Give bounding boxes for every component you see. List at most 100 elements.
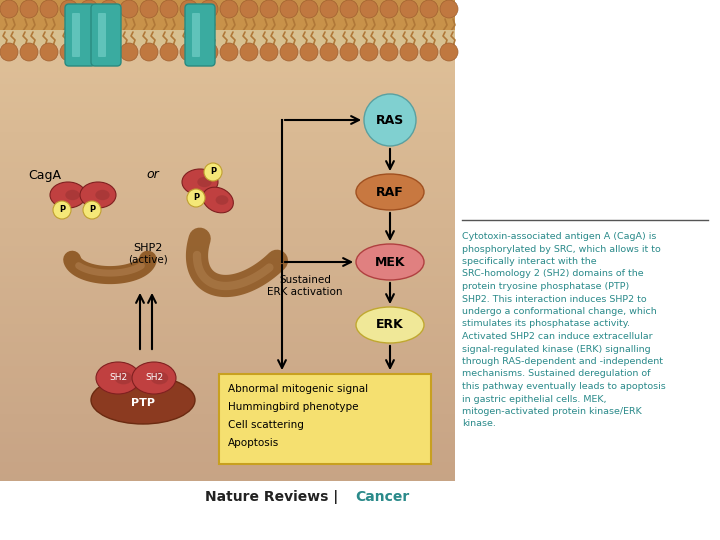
- Circle shape: [180, 0, 198, 18]
- Bar: [0, 54, 455, 61]
- Circle shape: [204, 163, 222, 181]
- Text: SH2: SH2: [109, 374, 127, 382]
- Text: (active): (active): [128, 255, 168, 265]
- Circle shape: [83, 201, 101, 219]
- FancyBboxPatch shape: [91, 4, 121, 66]
- Bar: [0, 312, 455, 319]
- Circle shape: [400, 0, 418, 18]
- Bar: [0, 192, 455, 199]
- Bar: [0, 0, 455, 34]
- Ellipse shape: [150, 372, 168, 384]
- Text: Cancer: Cancer: [355, 490, 409, 504]
- Circle shape: [220, 0, 238, 18]
- Bar: [0, 348, 455, 355]
- FancyBboxPatch shape: [192, 13, 200, 57]
- Circle shape: [240, 43, 258, 61]
- Circle shape: [80, 0, 98, 18]
- Bar: [0, 198, 455, 205]
- Ellipse shape: [132, 362, 176, 394]
- Bar: [0, 228, 455, 235]
- Bar: [0, 222, 455, 229]
- Text: or: or: [147, 168, 159, 181]
- Bar: [0, 282, 455, 289]
- Ellipse shape: [96, 362, 140, 394]
- Circle shape: [60, 43, 78, 61]
- Bar: [0, 210, 455, 217]
- Ellipse shape: [114, 372, 132, 384]
- Circle shape: [260, 0, 278, 18]
- Bar: [0, 114, 455, 121]
- Bar: [0, 456, 455, 463]
- Bar: [0, 24, 455, 31]
- Bar: [0, 90, 455, 97]
- Circle shape: [340, 0, 358, 18]
- Bar: [0, 162, 455, 169]
- Bar: [0, 264, 455, 271]
- Circle shape: [40, 43, 58, 61]
- Bar: [0, 474, 455, 481]
- Bar: [0, 450, 455, 457]
- Bar: [0, 30, 455, 46]
- Bar: [0, 60, 455, 67]
- Ellipse shape: [95, 190, 109, 200]
- Circle shape: [140, 43, 158, 61]
- Circle shape: [40, 0, 58, 18]
- Bar: [0, 78, 455, 85]
- Bar: [0, 288, 455, 295]
- Bar: [0, 180, 455, 187]
- Ellipse shape: [356, 244, 424, 280]
- Bar: [0, 414, 455, 421]
- Text: P: P: [210, 167, 216, 177]
- Circle shape: [240, 0, 258, 18]
- Bar: [0, 12, 455, 19]
- Circle shape: [0, 43, 18, 61]
- Circle shape: [80, 43, 98, 61]
- Bar: [0, 126, 455, 133]
- Text: Apoptosis: Apoptosis: [228, 438, 279, 448]
- Text: Cell scattering: Cell scattering: [228, 420, 304, 430]
- Bar: [0, 396, 455, 403]
- FancyBboxPatch shape: [185, 4, 215, 66]
- Bar: [0, 318, 455, 325]
- Bar: [0, 6, 455, 13]
- Text: P: P: [89, 206, 95, 214]
- Bar: [0, 120, 455, 127]
- Circle shape: [360, 43, 378, 61]
- Bar: [0, 444, 455, 451]
- Circle shape: [180, 43, 198, 61]
- Circle shape: [300, 43, 318, 61]
- Bar: [0, 420, 455, 427]
- Bar: [0, 300, 455, 307]
- Text: CagA: CagA: [28, 168, 61, 181]
- Bar: [0, 102, 455, 109]
- Ellipse shape: [356, 174, 424, 210]
- Bar: [0, 0, 455, 7]
- Circle shape: [360, 0, 378, 18]
- Circle shape: [20, 0, 38, 18]
- Circle shape: [200, 43, 218, 61]
- Circle shape: [300, 0, 318, 18]
- Circle shape: [160, 0, 178, 18]
- Ellipse shape: [215, 195, 228, 205]
- Circle shape: [0, 0, 18, 18]
- Ellipse shape: [80, 182, 116, 208]
- Text: ERK: ERK: [376, 319, 404, 332]
- Circle shape: [160, 43, 178, 61]
- Bar: [0, 294, 455, 301]
- Circle shape: [280, 43, 298, 61]
- Bar: [0, 426, 455, 433]
- Bar: [0, 270, 455, 277]
- Bar: [0, 354, 455, 361]
- Circle shape: [20, 43, 38, 61]
- Bar: [0, 66, 455, 73]
- Circle shape: [420, 0, 438, 18]
- Bar: [0, 462, 455, 469]
- Bar: [0, 174, 455, 181]
- Bar: [0, 234, 455, 241]
- Circle shape: [420, 43, 438, 61]
- Bar: [0, 276, 455, 283]
- Circle shape: [400, 43, 418, 61]
- Circle shape: [120, 43, 138, 61]
- Circle shape: [320, 43, 338, 61]
- Text: P: P: [193, 193, 199, 202]
